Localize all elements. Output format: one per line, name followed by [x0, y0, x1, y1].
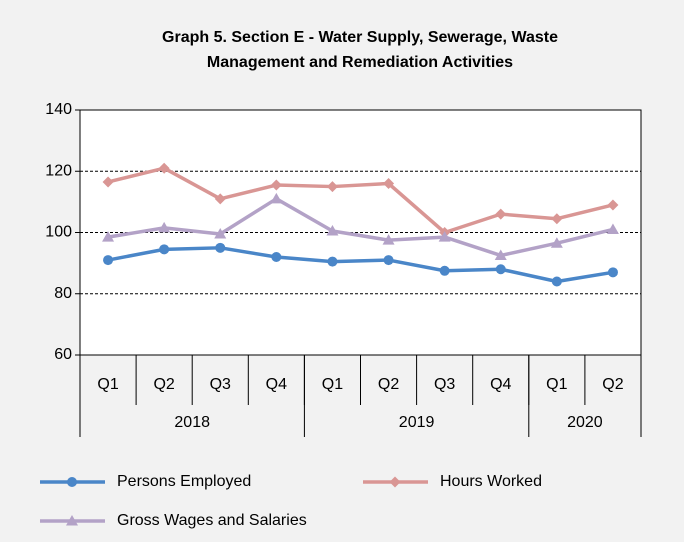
marker [215, 242, 226, 253]
marker [439, 265, 450, 276]
y-tick-label: 120 [45, 162, 72, 179]
y-tick-label: 140 [45, 101, 72, 118]
x-tick-label: Q1 [322, 376, 343, 393]
x-tick-label: Q2 [153, 376, 174, 393]
marker [214, 193, 226, 205]
legend-label: Hours Worked [440, 473, 542, 490]
marker [495, 264, 506, 275]
marker [551, 276, 562, 287]
marker [326, 181, 338, 193]
series-line [107, 246, 614, 284]
group-label: 2020 [567, 414, 603, 431]
marker [550, 237, 563, 248]
chart-title: Graph 5. Section E - Water Supply, Sewer… [162, 29, 558, 46]
marker [158, 221, 171, 233]
marker [494, 249, 507, 260]
marker [495, 208, 507, 220]
group-label: 2019 [399, 414, 435, 431]
marker [326, 224, 339, 236]
x-tick-label: Q1 [97, 376, 118, 393]
x-tick-label: Q2 [602, 376, 623, 393]
marker [606, 223, 619, 234]
marker [214, 228, 227, 239]
marker [102, 176, 114, 188]
marker [102, 231, 115, 242]
marker [66, 515, 78, 526]
series-line [107, 197, 614, 258]
x-tick-label: Q1 [546, 376, 567, 393]
marker [158, 162, 170, 174]
marker [270, 192, 283, 204]
marker [159, 244, 170, 255]
y-tick-label: 100 [45, 224, 72, 241]
y-tick-label: 60 [54, 346, 72, 363]
x-tick-label: Q4 [490, 376, 511, 393]
marker [607, 267, 618, 278]
marker [327, 256, 338, 267]
marker [551, 213, 563, 225]
x-tick-label: Q3 [434, 376, 455, 393]
x-tick-label: Q4 [266, 376, 287, 393]
marker [383, 178, 395, 189]
legend-label: Gross Wages and Salaries [117, 512, 307, 529]
group-label: 2018 [174, 414, 210, 431]
x-tick-label: Q3 [210, 376, 231, 393]
marker [383, 255, 394, 266]
marker [271, 252, 282, 262]
marker [607, 199, 619, 211]
legend-label: Persons Employed [117, 473, 251, 490]
y-tick-label: 80 [54, 285, 72, 302]
marker [270, 179, 282, 191]
marker [389, 476, 401, 488]
chart-title: Management and Remediation Activities [207, 54, 513, 71]
x-tick-label: Q2 [378, 376, 399, 393]
marker [382, 234, 395, 245]
marker [103, 255, 114, 266]
series-line [107, 166, 614, 235]
marker [67, 477, 77, 487]
marker [438, 231, 451, 242]
